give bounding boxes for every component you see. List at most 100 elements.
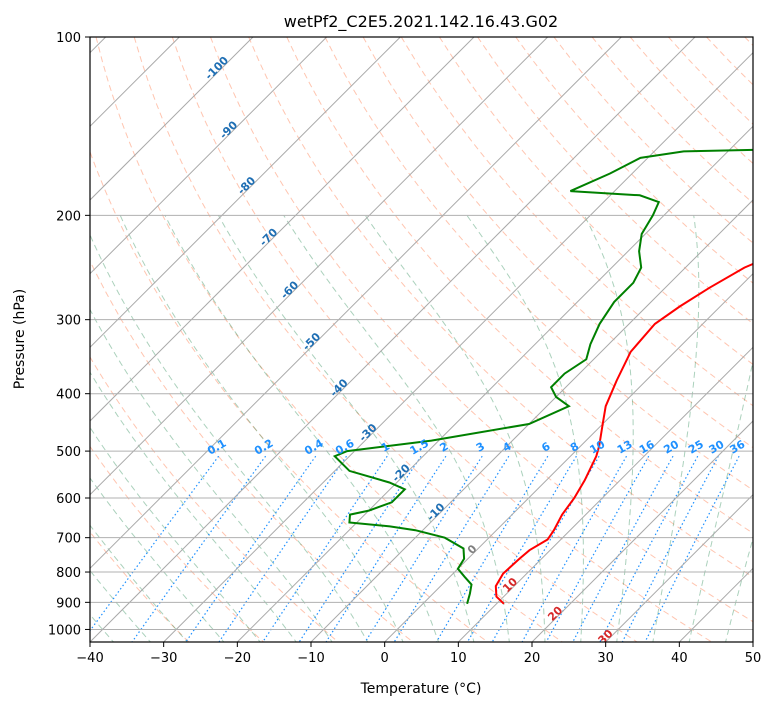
x-tick-label: 40 bbox=[671, 651, 688, 666]
mixing-ratio-line bbox=[325, 455, 447, 642]
moist-adiabat bbox=[217, 215, 475, 642]
isotherm-label: -40 bbox=[327, 376, 350, 399]
dry-adiabat bbox=[591, 37, 753, 204]
dry-adiabat bbox=[171, 37, 713, 642]
dry-adiabat bbox=[515, 37, 753, 284]
mixing-ratio-line bbox=[435, 455, 549, 642]
mixing-ratio-label: 0.6 bbox=[333, 436, 357, 457]
dry-adiabat bbox=[90, 150, 489, 642]
isotherm-label: 20 bbox=[545, 603, 565, 623]
plot-frame bbox=[89, 36, 754, 643]
mixing-ratio-line bbox=[621, 455, 719, 642]
x-tick-label: −10 bbox=[297, 651, 324, 666]
dry-adiabat bbox=[90, 259, 414, 642]
isotherm-line bbox=[531, 420, 753, 642]
dry-adiabat bbox=[324, 37, 753, 491]
moist-adiabat bbox=[652, 215, 700, 642]
y-tick-label: 400 bbox=[56, 388, 81, 403]
isotherm-label: 10 bbox=[500, 575, 520, 595]
x-tick-label: 0 bbox=[381, 651, 389, 666]
moist-adiabat bbox=[90, 426, 261, 642]
dry-adiabat bbox=[90, 531, 190, 642]
moist-adiabat bbox=[364, 215, 546, 642]
isotherm-line bbox=[236, 125, 753, 642]
mixing-ratio-line bbox=[90, 455, 220, 632]
mixing-ratio-label: 1 bbox=[379, 440, 392, 455]
moist-adiabat bbox=[688, 358, 753, 642]
mixing-ratio-label: 10 bbox=[587, 438, 607, 457]
mixing-ratio-label: 1.5 bbox=[408, 437, 431, 458]
isotherm-label: -50 bbox=[300, 330, 323, 353]
mixing-ratio-label: 20 bbox=[661, 438, 681, 457]
mixing-ratio-label: 30 bbox=[707, 438, 727, 457]
isotherm-line bbox=[90, 37, 622, 570]
dry-adiabat bbox=[668, 37, 753, 125]
dry-adiabat bbox=[477, 37, 753, 325]
mixing-ratio-line bbox=[545, 455, 650, 642]
temperature-line bbox=[494, 262, 753, 605]
mixing-ratio-line bbox=[572, 455, 674, 642]
mixing-ratio-label: 0.4 bbox=[302, 437, 326, 458]
chart-title: wetPf2_C2E5.2021.142.16.43.G02 bbox=[284, 12, 558, 32]
mixing-ratio-line bbox=[644, 455, 740, 642]
isotherm-label: -60 bbox=[278, 278, 301, 301]
moist-adiabat bbox=[583, 215, 634, 642]
moist-adiabat bbox=[90, 524, 188, 642]
isotherm-line bbox=[457, 346, 753, 642]
isotherm-label: -70 bbox=[257, 226, 280, 249]
mixing-ratio-label: 36 bbox=[727, 438, 747, 457]
x-tick-label: 50 bbox=[745, 651, 762, 666]
mixing-ratio-label: 13 bbox=[615, 438, 635, 457]
y-tick-label: 500 bbox=[56, 445, 81, 460]
isotherm-line bbox=[678, 567, 753, 642]
isotherm-line bbox=[605, 493, 753, 642]
y-tick-label: 700 bbox=[56, 532, 81, 547]
mixing-ratio-label: 0.1 bbox=[205, 437, 228, 458]
mixing-ratio-line bbox=[185, 455, 317, 642]
isotherm-line bbox=[90, 37, 328, 275]
dry-adiabat bbox=[362, 37, 753, 449]
isotherm-line bbox=[752, 641, 753, 642]
isotherm-line bbox=[90, 37, 401, 349]
moist-adiabat bbox=[119, 215, 404, 642]
isotherm-label: 40 bbox=[648, 648, 668, 668]
x-tick-label: 20 bbox=[524, 651, 541, 666]
series-group bbox=[332, 148, 753, 605]
x-tick-label: −30 bbox=[150, 651, 177, 666]
y-tick-label: 1000 bbox=[48, 623, 81, 638]
mixing-ratio-label: 6 bbox=[539, 439, 552, 454]
mixing-ratio-line bbox=[298, 455, 422, 642]
x-axis: −40 −30 −20 −10 0 10 20 30 40 50 bbox=[76, 642, 761, 666]
mixing-ratio-line bbox=[218, 455, 347, 642]
y-tick-label: 800 bbox=[56, 566, 81, 581]
isotherm-line bbox=[384, 272, 753, 642]
gridlines bbox=[90, 37, 753, 642]
isotherm-label: -30 bbox=[356, 421, 379, 444]
dry-adiabat bbox=[553, 37, 753, 244]
isotherm-line bbox=[163, 51, 753, 642]
dry-adiabat bbox=[706, 37, 753, 86]
y-tick-label: 200 bbox=[56, 209, 81, 224]
x-tick-label: −20 bbox=[224, 651, 251, 666]
moist-adiabat bbox=[90, 371, 297, 642]
isotherm-label: -10 bbox=[424, 500, 447, 523]
dewpoint-line bbox=[332, 148, 753, 605]
y-axis-label: Pressure (hPa) bbox=[12, 289, 28, 389]
mixing-ratio-line bbox=[131, 455, 267, 642]
y-axis: 100 200 300 400 500 600 700 800 900 1000 bbox=[48, 31, 90, 638]
y-tick-label: 900 bbox=[56, 596, 81, 611]
moist-adiabat bbox=[90, 308, 333, 642]
dry-adiabat bbox=[400, 37, 753, 407]
mixing-ratio-label: 25 bbox=[686, 438, 706, 457]
mixing-ratio-line bbox=[521, 455, 628, 642]
isotherm-label: -80 bbox=[235, 174, 258, 197]
isotherm-line bbox=[310, 199, 753, 642]
isotherm-line bbox=[90, 37, 475, 422]
y-tick-label: 300 bbox=[56, 314, 81, 329]
mixing-ratio-label: 2 bbox=[438, 440, 451, 455]
dry-adiabat bbox=[248, 37, 753, 578]
moist-adiabat bbox=[283, 215, 510, 642]
x-axis-label: Temperature (°C) bbox=[360, 681, 482, 697]
dry-adiabat bbox=[286, 37, 753, 534]
